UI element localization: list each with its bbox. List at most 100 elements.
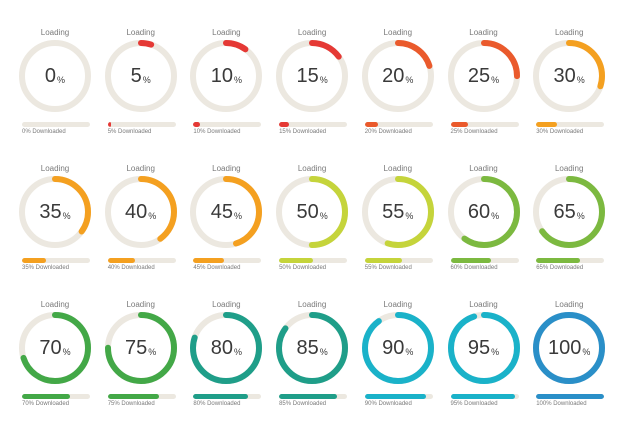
percent-symbol: %: [491, 75, 500, 85]
progress-ring-arc: [19, 176, 91, 248]
progress-ring: [190, 312, 263, 384]
progress-bar-fill: [450, 258, 492, 263]
progress-value: 40%: [103, 174, 179, 250]
progress-ring-arc: [533, 40, 606, 112]
progress-item: Loading 95% 95% Downloaded: [441, 300, 527, 420]
percent-symbol: %: [57, 75, 66, 85]
progress-bar-track: [364, 122, 433, 127]
progress-value-number: 0: [44, 65, 57, 87]
percent-symbol: %: [142, 75, 151, 85]
percent-symbol: %: [319, 211, 328, 221]
progress-value-number: 80: [210, 337, 233, 359]
progress-bar-fill: [279, 394, 337, 399]
progress-ring-arc: [447, 40, 520, 112]
percent-symbol: %: [576, 75, 585, 85]
progress-bar-track: [193, 122, 262, 127]
percent-symbol: %: [62, 347, 71, 357]
progress-item: Loading 80% 80% Downloaded: [183, 300, 269, 420]
progress-item: Loading 90% 90% Downloaded: [355, 300, 441, 420]
progress-item: Loading 65% 65% Downloaded: [526, 164, 612, 284]
loading-label: Loading: [40, 28, 70, 37]
progress-bar-fill: [279, 258, 314, 263]
progress-bar-fill: [193, 394, 248, 399]
loading-label: Loading: [554, 300, 584, 309]
loading-label: Loading: [40, 164, 70, 173]
percent-symbol: %: [319, 347, 328, 357]
progress-value: 50%: [274, 174, 350, 250]
progress-value: 10%: [188, 38, 264, 114]
progress-item: Loading 20% 20% Downloaded: [355, 28, 441, 148]
loading-label: Loading: [297, 164, 327, 173]
downloaded-label: 95% Downloaded: [450, 401, 498, 407]
progress-value-number: 85: [296, 337, 319, 359]
progress-ring-arc: [190, 176, 263, 248]
progress-ring-arc: [361, 40, 434, 112]
progress-value-number: 95: [467, 337, 491, 359]
loading-label: Loading: [126, 300, 155, 309]
progress-ring-arc: [276, 312, 349, 384]
percent-symbol: %: [405, 347, 414, 357]
progress-bar-fill: [450, 394, 516, 399]
percent-symbol: %: [576, 211, 585, 221]
progress-value: 35%: [17, 174, 93, 250]
progress-item: Loading 45% 45% Downloaded: [183, 164, 269, 284]
progress-item: Loading 55% 55% Downloaded: [355, 164, 441, 284]
percent-symbol: %: [234, 347, 243, 357]
progress-value-number: 100: [547, 337, 582, 359]
progress-ring: [104, 40, 177, 112]
progress-value-number: 10: [210, 65, 233, 87]
progress-bar-fill: [536, 122, 557, 127]
downloaded-label: 100% Downloaded: [536, 401, 587, 407]
downloaded-label: 35% Downloaded: [22, 265, 70, 271]
progress-ring: [361, 40, 434, 112]
progress-bar-track: [107, 394, 176, 399]
progress-ring: [19, 40, 91, 112]
progress-bar-fill: [107, 258, 135, 263]
progress-item: Loading 60% 60% Downloaded: [441, 164, 527, 284]
progress-value-number: 75: [125, 337, 148, 359]
loading-label: Loading: [383, 28, 413, 37]
progress-bar-track: [450, 122, 519, 127]
progress-value: 100%: [531, 310, 607, 386]
progress-ring: [276, 312, 349, 384]
progress-bar-track: [450, 394, 519, 399]
progress-value: 30%: [531, 38, 607, 114]
downloaded-label: 90% Downloaded: [364, 401, 412, 407]
progress-bar-track: [364, 258, 433, 263]
progress-ring: [361, 176, 434, 248]
progress-value-number: 15: [296, 65, 319, 87]
progress-bar-fill: [193, 258, 224, 263]
progress-ring-track: [19, 40, 91, 112]
progress-value-number: 40: [125, 201, 148, 223]
progress-bar-track: [193, 258, 262, 263]
progress-value-number: 25: [467, 65, 491, 87]
loading-label: Loading: [554, 164, 584, 173]
progress-bar-track: [536, 258, 605, 263]
downloaded-label: 10% Downloaded: [193, 129, 241, 135]
progress-value-number: 30: [553, 65, 576, 87]
progress-ring-arc: [533, 176, 606, 248]
progress-bar-track: [107, 258, 176, 263]
progress-value-number: 20: [382, 65, 405, 87]
progress-value: 95%: [446, 310, 522, 386]
percent-symbol: %: [405, 211, 414, 221]
progress-ring: [533, 40, 606, 112]
progress-value: 25%: [446, 38, 522, 114]
progress-item: Loading 40% 40% Downloaded: [98, 164, 184, 284]
loading-label: Loading: [212, 28, 241, 37]
progress-ring-arc: [533, 312, 606, 384]
progress-ring-arc: [276, 176, 349, 248]
progress-value: 45%: [188, 174, 264, 250]
progress-ring: [19, 312, 91, 384]
progress-ring-arc: [190, 40, 263, 112]
percent-symbol: %: [582, 347, 591, 357]
progress-bar-track: [22, 258, 90, 263]
progress-value: 90%: [360, 310, 436, 386]
progress-ring-arc: [190, 312, 263, 384]
progress-ring-arc: [276, 40, 349, 112]
loading-label: Loading: [126, 28, 155, 37]
downloaded-label: 85% Downloaded: [279, 401, 327, 407]
percent-symbol: %: [491, 347, 500, 357]
downloaded-label: 40% Downloaded: [107, 265, 155, 271]
progress-value: 15%: [274, 38, 350, 114]
